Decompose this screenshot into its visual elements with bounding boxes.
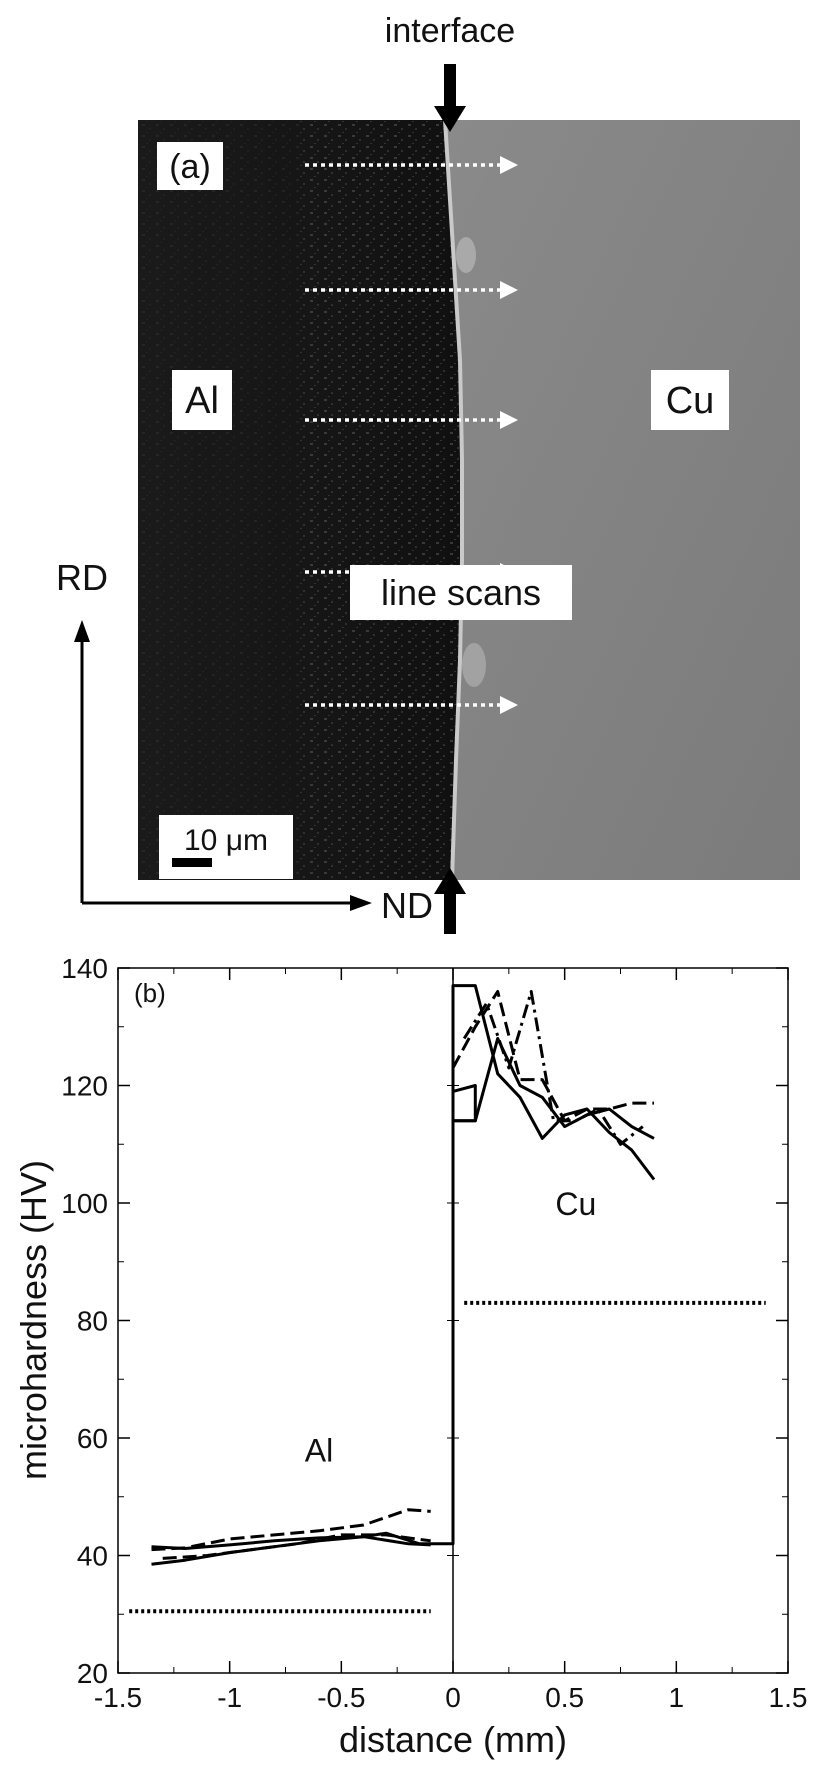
annotation-al: Al (305, 1433, 333, 1469)
scale-bar (172, 858, 212, 867)
y-tick-label: 80 (77, 1306, 108, 1337)
y-axis-label: microhardness (HV) (13, 1160, 54, 1480)
x-axis-label: distance (mm) (339, 1719, 567, 1760)
line-scan-arrow (305, 696, 518, 714)
chart-panel: -1.5 -1 -0.5 0 0.5 1 1.5 20 40 60 80 100 120 140 Al Cu… (13, 953, 807, 1760)
series-layer (129, 984, 766, 1614)
interface-label: interface (385, 12, 515, 50)
interface-line (443, 119, 464, 881)
line-scans-label: line scans (381, 572, 541, 613)
scale-bar-label: 10 μm (184, 824, 268, 857)
al-label-box (172, 370, 232, 430)
cu-region (445, 120, 800, 880)
panel-b-label: (b) (134, 978, 166, 1008)
series-line-solid (151, 1531, 449, 1566)
line-scan-arrow (305, 411, 518, 429)
nd-axis-label: ND (381, 885, 433, 926)
x-tick-label: -1.5 (94, 1682, 142, 1713)
series-line-solid (452, 1084, 477, 1123)
y-tick-label: 60 (77, 1423, 108, 1454)
cu-label: Cu (666, 380, 715, 422)
rd-axis-label: RD (56, 557, 108, 598)
annotations: Al Cu (305, 1186, 597, 1469)
rd-nd-axes (74, 620, 372, 911)
al-texture-light (138, 120, 300, 880)
y-tick-label: 100 (61, 1188, 108, 1219)
y-tick-label: 120 (61, 1071, 108, 1102)
series-line-dash (162, 1533, 431, 1560)
interface-arrow-bottom (434, 868, 466, 934)
series-line-dash (451, 990, 654, 1123)
axis-ticks (117, 967, 789, 1674)
series-line-dashdot (462, 990, 644, 1146)
line-scan-arrow (305, 563, 518, 581)
line-scan-arrows (305, 156, 518, 714)
line-scan-arrow (305, 281, 518, 299)
tick-labels: -1.5 -1 -0.5 0 0.5 1 1.5 20 40 60 80 100 120 140 (61, 953, 807, 1713)
y-tick-label: 40 (77, 1541, 108, 1572)
y-tick-label: 140 (61, 953, 108, 984)
panel-a-label: (a) (169, 148, 211, 186)
line-scan-arrow (305, 156, 518, 174)
cu-label-box (651, 370, 729, 430)
series-line-dash (151, 1508, 431, 1552)
x-tick-label: -1 (217, 1682, 242, 1713)
micrograph-panel: (a) Al Cu line scans 10 μm (138, 119, 800, 881)
series-line-solid (453, 1037, 655, 1140)
scale-bar-box (159, 815, 293, 879)
x-tick-label: 1 (669, 1682, 685, 1713)
x-tick-label: -0.5 (317, 1682, 365, 1713)
y-tick-label: 20 (77, 1658, 108, 1689)
series-line-solid (448, 984, 656, 1546)
interface-particle (456, 237, 476, 273)
panel-a-label-box (157, 142, 223, 190)
interface-arrow-top (434, 64, 466, 132)
annotation-cu: Cu (555, 1186, 596, 1222)
interface-particle (462, 643, 486, 687)
x-tick-label: 0 (445, 1682, 461, 1713)
line-scans-label-box (350, 565, 572, 620)
x-tick-label: 1.5 (769, 1682, 808, 1713)
x-tick-label: 0.5 (545, 1682, 584, 1713)
al-texture (300, 120, 462, 880)
al-label: Al (185, 380, 219, 422)
